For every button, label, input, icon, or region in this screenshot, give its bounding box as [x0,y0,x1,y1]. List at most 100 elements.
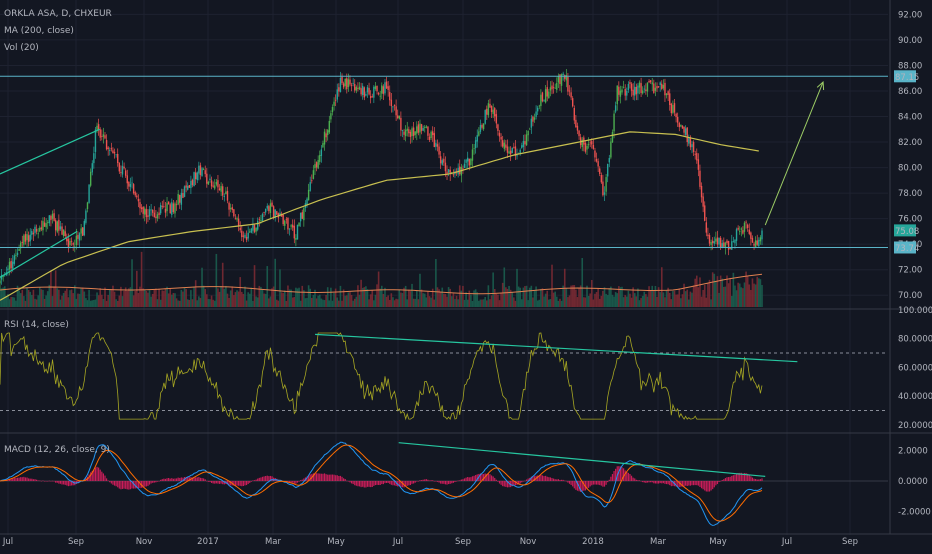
macd-histogram-bar [91,470,93,481]
macd-histogram-bar [129,480,132,490]
candle-body [174,203,176,214]
volume-bar [377,271,380,307]
volume-bar [188,299,191,307]
volume-bar [328,300,331,307]
macd-histogram-bar [187,476,189,481]
macd-histogram-bar [113,480,116,486]
candle-body [599,168,601,174]
macd-histogram-bar [662,480,664,484]
volume-bar [657,287,660,307]
volume-bar [326,287,329,307]
volume-bar [344,295,347,307]
candle-body [425,126,428,128]
candle-body [376,85,378,92]
macd-histogram-bar [637,480,639,481]
macd-histogram-bar [594,480,596,485]
volume-bar [62,293,65,307]
volume-bar [463,299,466,307]
volume-bar [43,298,46,307]
volume-bar [218,291,221,307]
volume-bar [541,288,544,307]
candle-body [142,206,144,214]
macd-histogram-bar [580,480,582,492]
volume-bar [707,283,709,307]
candle-body [656,86,658,89]
candle-body [401,130,404,132]
macd-histogram-bar [670,480,672,487]
candle-body [481,124,483,128]
macd-histogram-bar [406,480,408,486]
candle-body [132,184,135,194]
candle-body [740,228,743,230]
candle-body [117,153,119,164]
macd-histogram-bar [745,473,747,481]
volume-bar [385,296,388,307]
candle-body [691,144,693,148]
macd-histogram-bar [627,472,629,481]
candle-body [144,208,146,215]
volume-bar [420,289,423,307]
volume-bar [667,287,669,307]
candle-body [482,123,485,130]
candle-body [707,234,709,236]
candle-body [535,111,537,117]
volume-bar [439,292,442,307]
macd-histogram-bar [699,480,701,487]
macd-histogram-bar [416,480,418,482]
volume-bar [484,296,486,307]
candle-body [742,230,744,234]
volume-bar [404,285,407,307]
macd-histogram-bar [155,480,157,483]
volume-bar [635,296,638,307]
volume-bar [444,294,447,307]
volume-bar [231,286,234,307]
candle-body [242,235,245,237]
macd-histogram-bar [215,480,217,484]
candle-body [439,156,442,164]
macd-histogram-bar [522,480,524,482]
macd-histogram-bar [358,480,361,487]
volume-bar [594,293,596,307]
macd-histogram-bar [572,480,574,487]
volume-bar [258,285,261,307]
volume-bar [213,300,216,307]
macd-histogram-bar [182,477,184,481]
macd-histogram-bar [618,466,620,481]
candle-body [435,142,437,147]
volume-bar [69,290,71,307]
macd-histogram-bar [724,478,727,481]
volume-bar [742,288,744,307]
candle-body [447,169,450,173]
candle-body [377,92,380,95]
candle-body [408,129,410,134]
macd-histogram-bar [481,473,483,481]
volume-bar [403,287,405,307]
macd-histogram-bar [16,477,19,481]
volume-bar [509,289,512,307]
macd-histogram-bar [393,480,396,486]
volume-bar [201,267,203,307]
projection-arrow [764,81,824,226]
macd-histogram-bar [168,477,170,481]
macd-histogram-bar [315,473,318,481]
macd-histogram-bar [656,480,658,484]
macd-histogram-bar [533,476,536,481]
candle-body [18,249,20,251]
macd-histogram-bar [678,480,680,488]
candle-body [739,230,741,232]
candle-body [12,261,14,269]
volume-bar [384,287,386,307]
time-axis-tick: 2018 [582,537,604,547]
candle-body [331,107,334,113]
volume-bar [339,285,342,307]
volume-bar [727,283,730,307]
candle-body [67,239,70,247]
candle-body [136,195,138,198]
candle-body [290,225,292,227]
volume-bar [465,292,467,307]
candle-body [58,219,60,231]
candle-body [363,87,365,98]
macd-histogram-bar [300,480,302,481]
macd-histogram-bar [417,480,419,482]
